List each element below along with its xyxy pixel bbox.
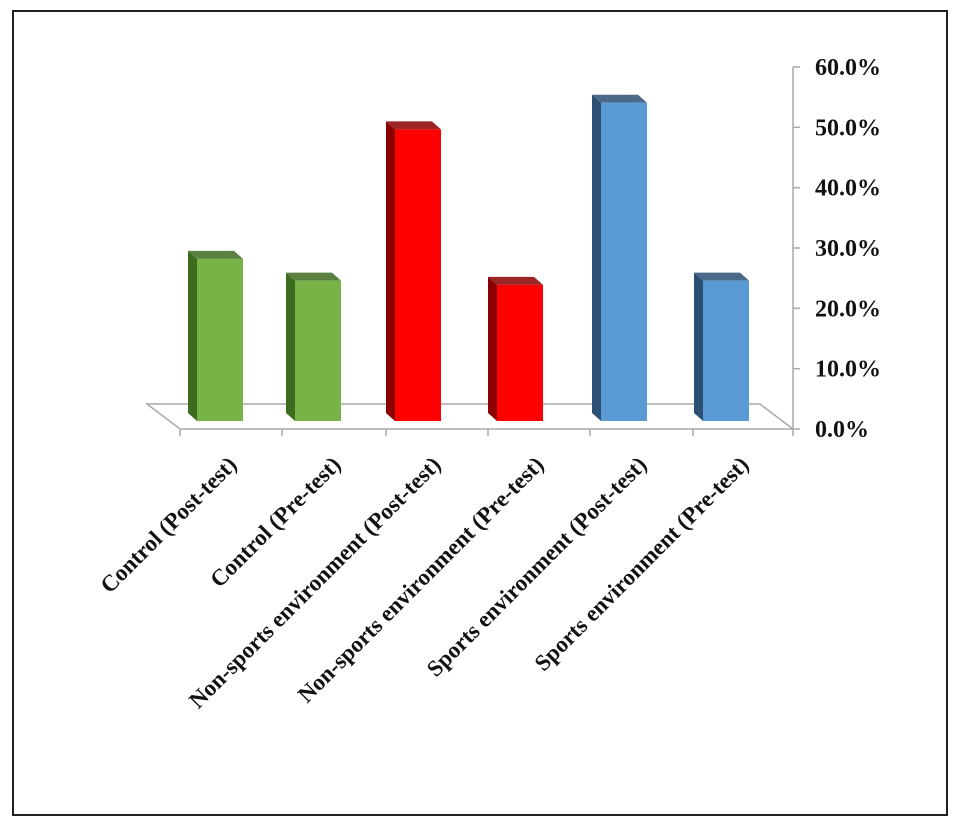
bar (188, 250, 243, 421)
bar (386, 121, 441, 421)
category-labels: Control (Post-test)Control (Pre-test)Non… (95, 452, 753, 713)
bar (592, 94, 647, 422)
bar-front-face (497, 284, 543, 421)
bars (188, 94, 749, 422)
bar-side-face (694, 272, 703, 421)
bar-top-face (488, 276, 543, 285)
bar (286, 272, 341, 421)
bar-side-face (188, 250, 197, 421)
bar-side-face (592, 94, 601, 422)
bar-top-face (592, 94, 647, 103)
y-tick-label: 40.0% (815, 176, 881, 202)
bar-side-face (386, 121, 395, 421)
bar-top-face (188, 250, 243, 259)
bar-front-face (295, 280, 341, 421)
bar-top-face (286, 272, 341, 281)
bar (694, 272, 749, 421)
bar-front-face (395, 129, 441, 421)
category-label: Sports environment (Pre-test) (530, 452, 754, 676)
y-tick-label: 50.0% (815, 115, 881, 141)
bar-front-face (197, 258, 243, 421)
bar-top-face (694, 272, 749, 281)
y-tick-label: 0.0% (815, 417, 869, 443)
bar-side-face (488, 276, 497, 421)
bar-top-face (386, 121, 441, 130)
y-tick-labels: 0.0% 10.0% 20.0% 30.0% 40.0% 50.0% 60.0% (815, 55, 881, 443)
bar-side-face (286, 272, 295, 421)
y-tick-label: 20.0% (815, 296, 881, 322)
y-tick-label: 30.0% (815, 236, 881, 262)
bar-front-face (601, 102, 647, 422)
bar (488, 276, 543, 421)
bar-front-face (703, 280, 749, 421)
y-axis (792, 66, 800, 430)
y-tick-label: 10.0% (815, 357, 881, 383)
y-tick-label: 60.0% (815, 55, 881, 81)
category-label: Sports environment (Post-test) (422, 452, 652, 682)
